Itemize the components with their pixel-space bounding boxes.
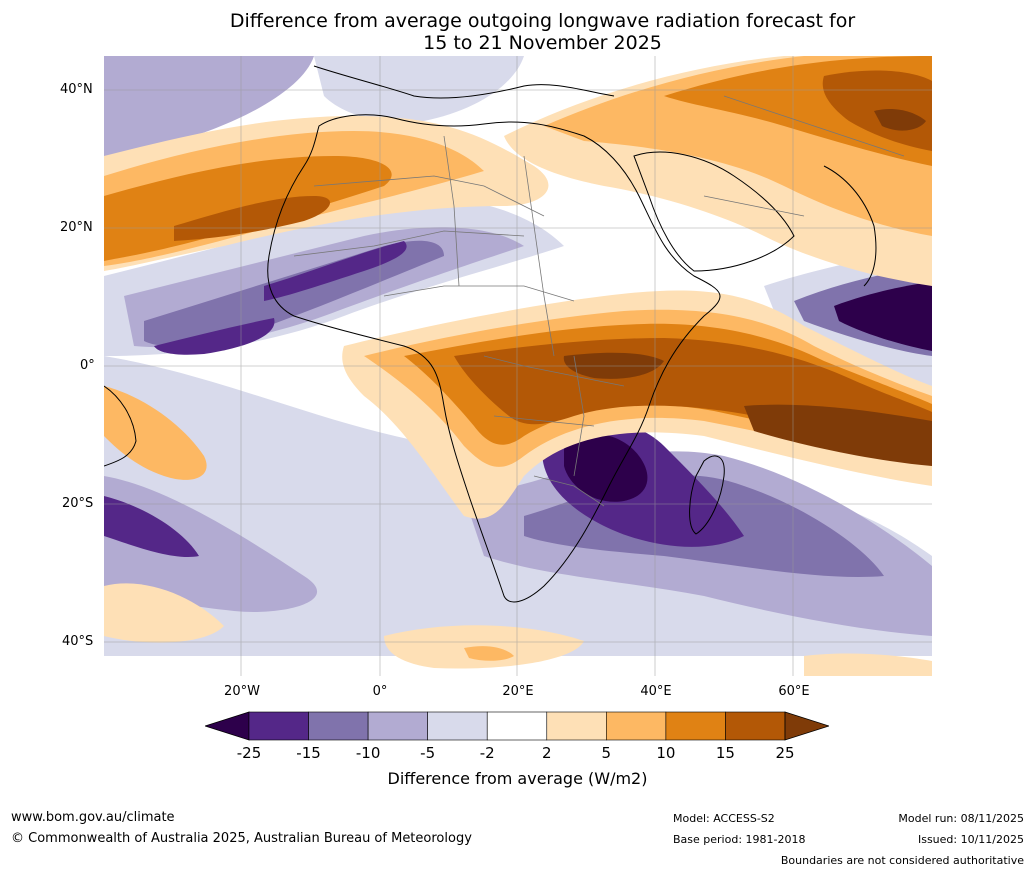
anomaly-region-indian-ocean-max — [744, 404, 932, 466]
colorbar-tick-label: -10 — [355, 744, 381, 762]
colorbar-title: Difference from average (W/m2) — [0, 769, 1035, 788]
anomaly-region-central-asia-max — [874, 109, 926, 131]
colorbar-tick-label: -5 — [420, 744, 436, 762]
gridlines — [104, 56, 932, 676]
anomaly-region-southwest-atlantic — [104, 496, 199, 557]
colorbar-segment — [367, 711, 428, 741]
colorbar-extend-min — [205, 711, 250, 741]
olr-anomaly-map — [104, 56, 932, 676]
lon-label-60e: 60°E — [778, 684, 810, 699]
africa-coastline — [267, 114, 721, 603]
colorbar-tick-label: -15 — [296, 744, 321, 762]
colorbar-tick-label: 25 — [775, 744, 795, 762]
arabia-coastline — [633, 151, 795, 272]
anomaly-region-atlantic-core — [154, 318, 275, 355]
colorbar-segment — [248, 711, 309, 741]
anomaly-region-south-orange-blob-1 — [104, 583, 224, 643]
anomaly-region-west-africa-core — [264, 241, 407, 301]
colorbar-extend-max — [784, 711, 829, 741]
lon-label-0: 0° — [372, 684, 388, 699]
footer-copyright: © Commonwealth of Australia 2025, Austra… — [11, 831, 472, 846]
colorbar-tick-label: -2 — [479, 744, 495, 762]
colorbar-segment — [427, 711, 488, 741]
anomaly-region-northwest-purple — [104, 56, 314, 156]
anomaly-region-southeast-africa-core — [564, 433, 648, 502]
footer-model-run: Model run: 08/11/2025 — [898, 812, 1024, 825]
lon-label-40e: 40°E — [640, 684, 672, 699]
colorbar-tick-label: 2 — [541, 744, 552, 762]
lon-label-20e: 20°E — [502, 684, 534, 699]
colorbar-tick-label: 10 — [656, 744, 676, 762]
country-boundaries — [293, 95, 905, 507]
map-title: Difference from average outgoing longwav… — [0, 10, 1035, 54]
lat-label-40s: 40°S — [62, 634, 94, 649]
europe-coastline — [313, 65, 615, 99]
lat-label-20n: 20°N — [60, 220, 93, 235]
colorbar-segment — [308, 711, 369, 741]
south-america-coastline — [104, 385, 137, 467]
colorbar-segment — [725, 711, 786, 741]
footer-model: Model: ACCESS-S2 — [673, 812, 775, 825]
colorbar-segment — [606, 711, 667, 741]
footer-base-period: Base period: 1981-2018 — [673, 833, 806, 846]
footer-issued: Issued: 10/11/2025 — [917, 833, 1024, 846]
lat-label-40n: 40°N — [60, 82, 93, 97]
colorbar-title-text: Difference from average (W/m2) — [387, 769, 648, 788]
colorbar-tick-label: -25 — [236, 744, 262, 762]
lon-label-20w: 20°W — [224, 684, 260, 699]
madagascar-coastline — [689, 455, 725, 535]
anomaly-region-south-orange-blob-3 — [464, 646, 514, 661]
lat-label-20s: 20°S — [62, 496, 94, 511]
anomaly-region-indian-ocean-dark — [834, 282, 932, 351]
colorbar-segment — [486, 711, 548, 741]
india-coastline — [823, 165, 877, 287]
colorbar-segment — [546, 711, 607, 741]
title-line-1: Difference from average outgoing longwav… — [229, 10, 856, 32]
colorbar-segment — [665, 711, 726, 741]
lat-label-0: 0° — [80, 358, 95, 373]
title-line-2: 15 to 21 November 2025 — [423, 32, 662, 54]
anomaly-region-sahara-core — [174, 196, 331, 241]
colorbar — [205, 711, 829, 741]
colorbar-tick-label: 15 — [715, 744, 735, 762]
footer-website: www.bom.gov.au/climate — [11, 810, 175, 825]
colorbar-tick-label: 5 — [601, 744, 612, 762]
anomaly-region-mediterranean-purple — [314, 56, 524, 123]
anomaly-region-south-atlantic-orange — [104, 386, 207, 480]
anomaly-region-southeast-orange-blob — [804, 653, 932, 676]
footer-disclaimer: Boundaries are not considered authoritat… — [780, 854, 1024, 867]
anomaly-region-south-mid-purple — [104, 476, 318, 612]
